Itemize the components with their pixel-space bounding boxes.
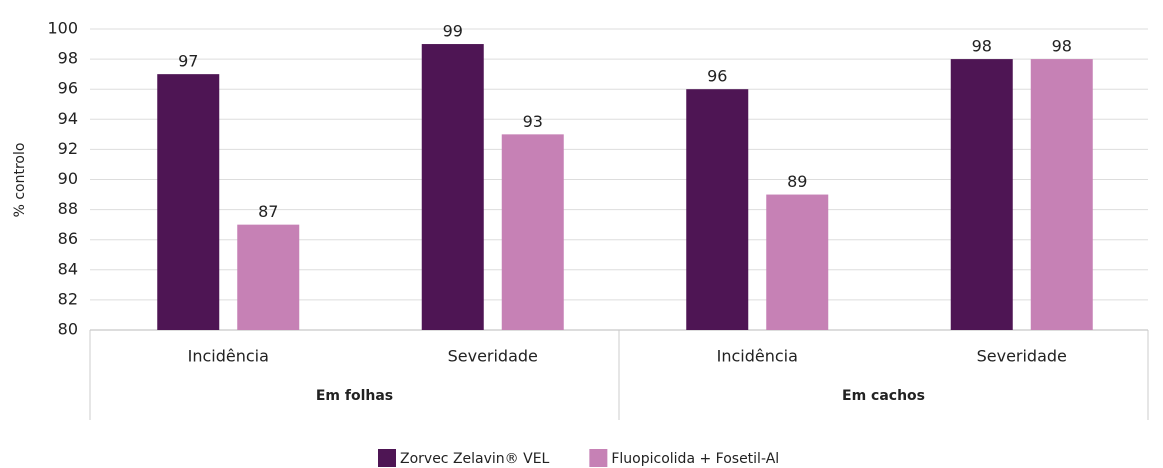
y-tick-label: 96 <box>58 79 78 98</box>
bar <box>421 44 484 331</box>
group-label: Em folhas <box>316 388 393 404</box>
bar <box>950 59 1013 330</box>
bar <box>766 194 829 330</box>
legend-label: Fluopicolida + Fosetil-Al <box>611 451 779 467</box>
x-tick-label: Severidade <box>448 347 538 366</box>
data-label: 93 <box>523 112 543 131</box>
y-tick-label: 84 <box>58 259 78 278</box>
bar <box>501 134 564 330</box>
legend-swatch <box>589 449 608 467</box>
y-tick-label: 82 <box>58 289 78 308</box>
y-tick-label: 98 <box>58 49 78 68</box>
data-label: 98 <box>972 37 992 56</box>
legend-swatch <box>378 449 396 467</box>
bar <box>157 74 220 331</box>
bar <box>1030 59 1093 330</box>
legend-label: Zorvec Zelavin® VEL <box>400 451 550 467</box>
y-tick-label: 94 <box>58 109 78 128</box>
x-tick-label: Severidade <box>977 347 1067 366</box>
y-tick-label: 100 <box>47 19 78 38</box>
data-label: 97 <box>178 52 198 71</box>
y-tick-label: 80 <box>58 320 78 339</box>
data-label: 89 <box>787 172 807 191</box>
bar <box>237 224 300 330</box>
x-tick-label: Incidência <box>188 347 269 366</box>
y-tick-label: 88 <box>58 199 78 218</box>
data-label: 99 <box>443 22 463 41</box>
data-label: 98 <box>1052 37 1072 56</box>
y-tick-label: 86 <box>58 229 78 248</box>
data-label: 96 <box>707 67 727 86</box>
group-label: Em cachos <box>842 388 925 404</box>
y-axis-label: % controlo <box>12 143 28 218</box>
y-tick-label: 92 <box>58 139 78 158</box>
bar <box>686 89 749 330</box>
data-label: 87 <box>258 202 278 221</box>
y-tick-label: 90 <box>58 169 78 188</box>
x-tick-label: Incidência <box>717 347 798 366</box>
